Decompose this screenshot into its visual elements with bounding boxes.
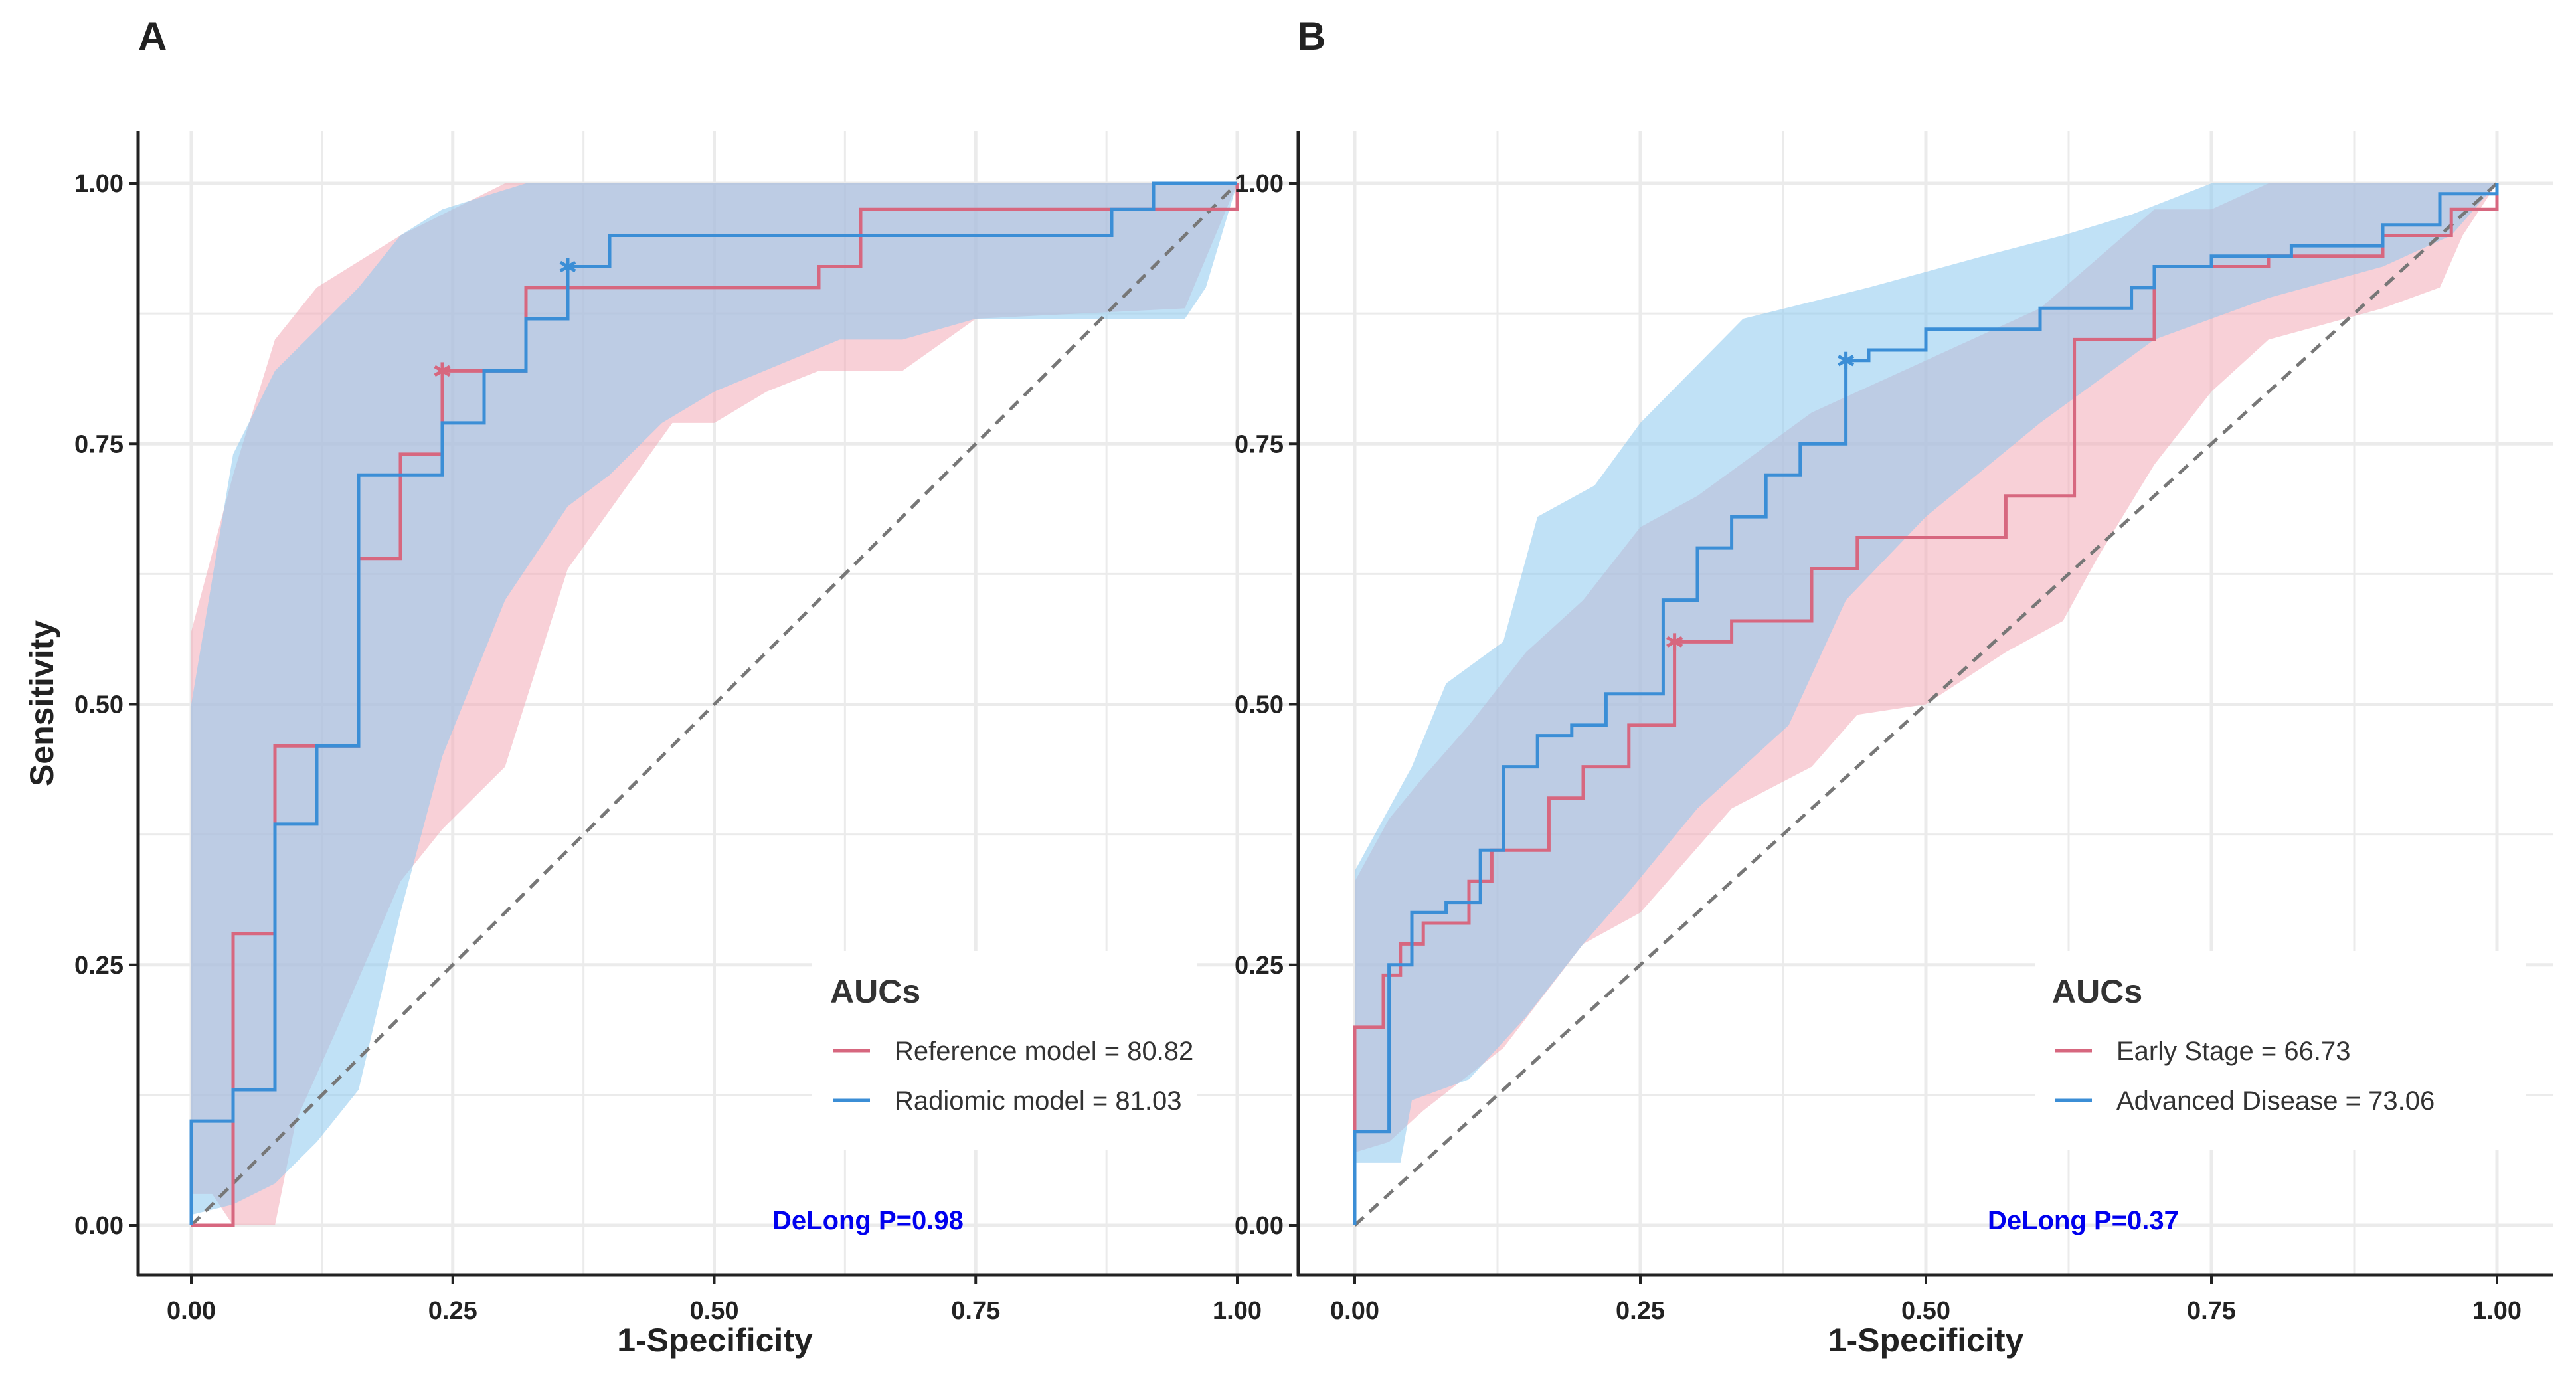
panel-a-letter: A: [138, 14, 167, 58]
y-tick-label: 0.50: [74, 691, 124, 719]
x-tick-label: 0.00: [167, 1297, 216, 1325]
asterisk-stroke: [1666, 636, 1683, 648]
panel-b-legend: AUCs Early Stage = 66.73 Advanced Disease …: [2035, 951, 2526, 1150]
y-tick-label: 1.00: [1235, 170, 1284, 198]
panel-b-optimal-point-red: [1666, 633, 1683, 651]
y-tick-label: 0.75: [1235, 430, 1284, 458]
legend-background: [812, 951, 1197, 1150]
x-tick-label: 0.50: [1901, 1297, 1950, 1325]
legend-item-red: Reference model = 80.82: [833, 1037, 1193, 1066]
legend-title: AUCs: [2052, 973, 2142, 1010]
panel-a-legend: AUCs Reference model = 80.82 Radiomic mode…: [812, 951, 1197, 1150]
panel-b-ci-band-red: [1355, 183, 2497, 1153]
legend-item-blue: Radiomic model = 81.03: [833, 1086, 1181, 1116]
x-tick-label: 1.00: [2472, 1297, 2522, 1325]
x-tick-label: 0.00: [1330, 1297, 1379, 1325]
legend-label: Early Stage = 66.73: [2116, 1037, 2350, 1066]
y-tick-label: 0.00: [74, 1212, 124, 1240]
panel-a-ci-band-blue: [191, 183, 1237, 1215]
panel-b-x-axis-title: 1-Specificity: [1828, 1322, 2024, 1359]
x-tick-label: 0.25: [1616, 1297, 1665, 1325]
x-tick-label: 0.75: [951, 1297, 1000, 1325]
asterisk-stroke: [559, 260, 576, 273]
legend-label: Radiomic model = 81.03: [895, 1086, 1181, 1116]
legend-background: [2035, 951, 2526, 1150]
legend-label: Advanced Disease = 73.06: [2116, 1086, 2435, 1116]
roc-panel-a: 0.00 0.25 0.50 0.75 1.00 0.00 0.25 0.50 0.75 1.00…: [23, 14, 1292, 1359]
panel-a-x-axis-title: 1-Specificity: [617, 1322, 813, 1359]
panel-b-roc-curve-blue: [1353, 183, 2499, 1225]
y-tick-label: 0.75: [74, 430, 124, 458]
panel-a-optimal-point-red: [434, 362, 451, 380]
x-tick-label: 0.75: [2187, 1297, 2236, 1325]
panel-b-optimal-point-blue: [1838, 351, 1855, 369]
x-tick-label: 0.25: [428, 1297, 477, 1325]
y-tick-label: 0.25: [1235, 952, 1284, 980]
y-tick-label: 0.25: [74, 952, 124, 980]
legend-item-red: Early Stage = 66.73: [2055, 1037, 2350, 1066]
x-tick-label: 1.00: [1213, 1297, 1262, 1325]
panel-a-chance-diagonal: [190, 182, 1239, 1227]
asterisk-stroke: [1838, 355, 1855, 367]
legend-title: AUCs: [830, 973, 920, 1010]
y-tick-label: 1.00: [74, 170, 124, 198]
legend-item-blue: Advanced Disease = 73.06: [2055, 1086, 2435, 1116]
y-tick-label: 0.00: [1235, 1212, 1284, 1240]
panel-a-optimal-point-blue: [559, 258, 576, 276]
panel-b-roc-curve-red: [1353, 183, 2499, 1225]
panel-a-roc-curve-blue: [189, 181, 1237, 1225]
asterisk-stroke: [434, 365, 451, 377]
panel-a-delong-pvalue: DeLong P=0.98: [772, 1206, 964, 1235]
roc-panel-b: 0.00 0.25 0.50 0.75 1.00 0.00 0.25 0.50 0.75 1.00…: [1235, 14, 2553, 1359]
y-tick-label: 0.50: [1235, 691, 1284, 719]
panel-b-letter: B: [1297, 14, 1326, 58]
panel-a-y-axis-title: Sensitivity: [23, 620, 60, 786]
panel-b-delong-pvalue: DeLong P=0.37: [1988, 1206, 2179, 1235]
legend-label: Reference model = 80.82: [895, 1037, 1193, 1066]
x-tick-label: 0.50: [690, 1297, 739, 1325]
panel-b-ci-band-blue: [1355, 183, 2497, 1163]
